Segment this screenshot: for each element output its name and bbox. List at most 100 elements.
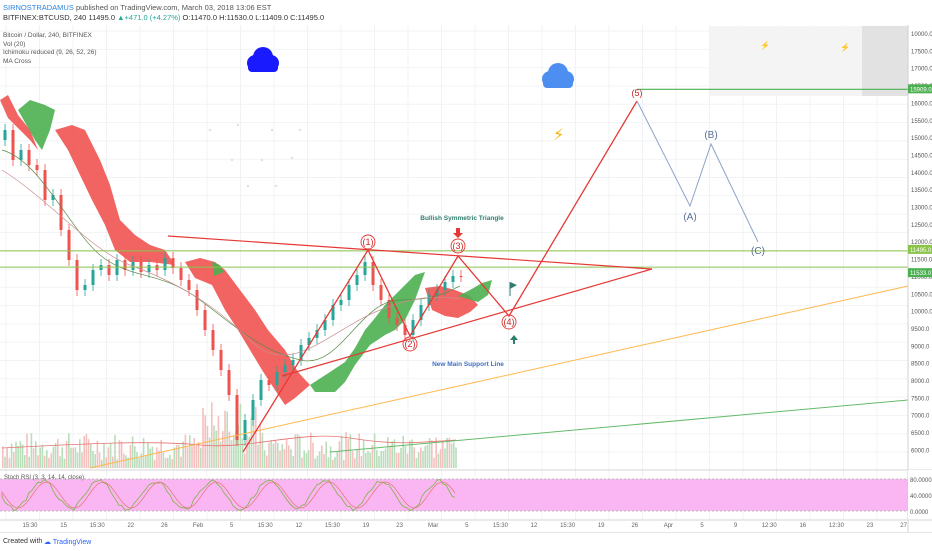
legend-ma-cross[interactable]: MA Cross: [3, 57, 32, 65]
volume-bar: [160, 439, 162, 468]
volume-bar: [15, 441, 17, 468]
volume-bar: [164, 457, 167, 468]
volume-bar: [433, 457, 435, 468]
volume-bar: [343, 459, 345, 468]
volume-bar: [378, 455, 380, 468]
volume-bar: [424, 446, 426, 468]
volume-bar: [206, 425, 209, 468]
volume-bar: [371, 445, 374, 468]
candle-body: [35, 165, 39, 170]
time-tick: 22: [127, 523, 134, 529]
volume-bar: [19, 441, 22, 468]
candle-body: [3, 130, 7, 140]
author-link[interactable]: SIRNOSTRADAMUS: [3, 3, 74, 12]
legend-ichimoku[interactable]: Ichimoku reduced (9, 26, 52, 26): [3, 49, 97, 57]
wave-label-4: (4): [504, 317, 515, 327]
rsi-axis-bg: [908, 470, 932, 520]
volume-bar: [92, 450, 94, 468]
volume-bar: [413, 447, 415, 468]
volume-bar: [455, 447, 457, 468]
volume-bar: [446, 437, 448, 468]
price-axis: 10000.017500.017000.016500.016000.015500…: [907, 25, 932, 532]
wave-label-5: (5): [632, 88, 643, 98]
volume-bar: [48, 457, 50, 468]
volume-bar: [50, 453, 52, 468]
volume-bar: [402, 435, 404, 468]
time-axis: 15:30 15 15:30 22 26 Feb 5 15:30 12 15:30 19 23 Mar 5…: [0, 519, 932, 529]
indicator-legend: Bitcoin / Dollar, 240, BITFINEX Vol (20)…: [3, 32, 97, 66]
volume-bar: [290, 449, 292, 468]
price-tag-label: 15909.0: [910, 87, 932, 93]
volume-bar: [283, 449, 286, 468]
candle-body: [83, 285, 87, 290]
volume-bar: [131, 436, 134, 468]
time-tick: 15:30: [560, 523, 576, 529]
volume-bar: [241, 438, 244, 468]
cloud-icon-dark: [247, 47, 279, 72]
time-tick: 15:30: [22, 523, 38, 529]
volume-bar: [316, 455, 319, 468]
candle-body: [195, 290, 199, 310]
volume-bar: [288, 445, 290, 468]
volume-bar: [217, 416, 220, 468]
time-tick: Apr: [664, 523, 673, 529]
axis-tick-label: 13000.0: [911, 206, 932, 212]
ma-slow: [1, 169, 461, 356]
volume-bar: [312, 442, 314, 468]
rain-drop: [270, 128, 274, 132]
volume-bar: [230, 440, 233, 468]
axis-tick-label: 14500.0: [911, 153, 932, 159]
tradingview-logo[interactable]: ☁ TradingView: [44, 539, 92, 546]
candle-body: [203, 310, 207, 330]
volume-bar: [250, 417, 253, 468]
candle-body: [123, 260, 127, 270]
stoch-band: [0, 479, 908, 511]
cloud-bear-1: [0, 95, 38, 150]
volume-bar: [32, 448, 35, 468]
stoch-d: [1, 481, 456, 509]
legend-symbol[interactable]: Bitcoin / Dollar, 240, BITFINEX: [3, 32, 92, 39]
volume-bar: [439, 449, 442, 468]
volume-bar: [94, 453, 96, 468]
time-tick: 19: [363, 523, 370, 529]
published-text: published on TradingView.com, March 03, …: [75, 3, 272, 12]
volume-bar: [367, 450, 369, 468]
volume-bar: [145, 455, 147, 468]
candle-body: [411, 320, 415, 335]
flag-icon: [510, 282, 517, 289]
stoch-tick: 40.0000: [910, 494, 932, 500]
axis-tick-label: 12000.0: [911, 240, 932, 246]
time-tick: 12:30: [762, 523, 778, 529]
axis-tick-label: 16000.0: [911, 101, 932, 107]
volume-bar: [387, 437, 389, 468]
volume-bar: [411, 439, 413, 468]
volume-bar: [318, 451, 321, 468]
time-tick: 12: [295, 523, 302, 529]
axis-tick-label: 15000.0: [911, 136, 932, 142]
green-support-line: [329, 399, 909, 453]
volume-bar: [8, 457, 11, 468]
axis-tick-label: 12500.0: [911, 223, 932, 229]
volume-bar: [2, 446, 4, 468]
stoch-tick: 80.0000: [910, 478, 932, 484]
volume-bar: [57, 438, 59, 468]
cloud-bull-2: [212, 262, 224, 276]
price-tag: [908, 244, 932, 254]
volume-bar: [307, 450, 310, 468]
time-tick: 12:30: [829, 523, 845, 529]
legend-volume[interactable]: Vol (20): [3, 40, 26, 48]
volume-bar: [219, 441, 222, 468]
volume-bar: [294, 434, 297, 468]
volume-bar: [114, 434, 116, 468]
cloud-base: [543, 78, 573, 88]
volume-bar: [338, 441, 341, 468]
candle-body: [283, 365, 287, 372]
axis-tick-label: 13500.0: [911, 188, 932, 194]
stoch-rsi-label[interactable]: Stoch RSI (3, 3, 14, 14, close): [4, 475, 85, 481]
volume-bar: [61, 447, 63, 468]
candle-body: [443, 282, 447, 290]
volume-bar: [24, 455, 26, 468]
volume-bars: [1, 402, 457, 468]
wave-circle: [360, 234, 376, 250]
volume-bar: [340, 435, 343, 468]
